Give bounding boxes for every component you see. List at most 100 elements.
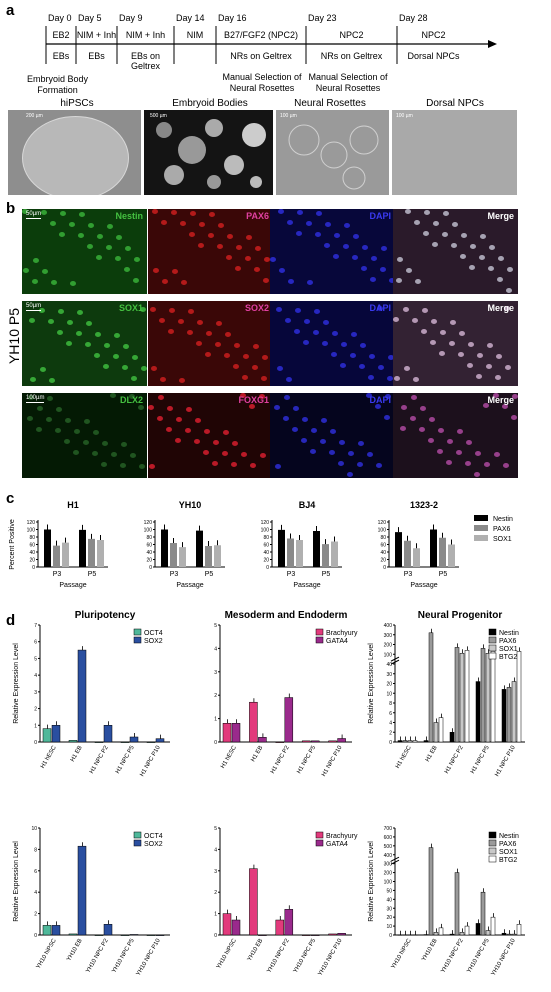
if-tile-sox2: SOX2 [148, 301, 273, 386]
legend-label: SOX1 [493, 536, 512, 543]
legend-swatch [133, 628, 142, 636]
x-tick-label: H1 hESC [395, 744, 413, 769]
bar-gata4 [231, 919, 241, 936]
x-tick-label: P3 [404, 571, 413, 578]
x-axis-label: Passage [59, 582, 86, 589]
timeline-medium: NIM [186, 30, 204, 40]
scale-bar-label: 100 µm [280, 113, 297, 119]
bar-sox1 [485, 930, 491, 936]
if-tile-dapi: DAPI [270, 301, 395, 386]
x-tick-label: P3 [53, 571, 62, 578]
bar-pax6 [287, 538, 294, 567]
y-tick-label: 4 [389, 721, 392, 727]
x-tick-label: YH10 hiPSC [216, 937, 238, 970]
y-tick-label: 300 [384, 633, 393, 639]
bar-oct4 [68, 933, 78, 936]
bar-gata4 [231, 723, 241, 743]
timeline-day: Day 0 [48, 13, 72, 23]
y-tick-label: 8 [389, 701, 392, 707]
bar-brachyury [301, 934, 311, 936]
bar-nestin [278, 529, 285, 567]
bar-nestin [44, 529, 51, 567]
channel-label: DAPI [369, 395, 391, 405]
y-tick-label: 500 [384, 844, 393, 850]
timeline-stage: EBs [52, 51, 70, 61]
legend-label: Nestin [493, 516, 513, 523]
bar-gata4 [310, 740, 320, 743]
scale-bar-label: 200 µm [26, 113, 43, 119]
channel-label: Merge [487, 211, 514, 221]
bar-pax6 [170, 543, 177, 567]
x-tick-label: YH10 hiPSC [391, 937, 413, 970]
bar-sox2 [51, 725, 61, 743]
y-tick-label: 40 [29, 550, 35, 556]
y-tick-label: 120 [378, 520, 387, 526]
channel-label: SOX2 [244, 303, 269, 313]
bar-oct4 [94, 934, 104, 936]
x-tick-label: H1 NPC P5 [115, 744, 136, 774]
bar-pax6 [428, 632, 434, 743]
panel-d-charts: Pluripotency 0 1 2 3 4 5 6 7 Relative Expression … [13, 610, 525, 977]
y-tick-label: 6 [389, 711, 392, 717]
photo-title-hipscs: hiPSCs [60, 98, 94, 109]
bar-pax6 [402, 740, 408, 743]
y-tick-label: 60 [380, 543, 386, 549]
y-tick-label: 100 [384, 880, 393, 886]
legend-swatch [488, 831, 497, 839]
timeline-day: Day 28 [399, 13, 428, 23]
y-tick-label: 3 [214, 670, 217, 676]
bar-sox1 [407, 740, 413, 743]
channel-label: Nestin [115, 211, 143, 221]
bar-gata4 [337, 738, 346, 743]
y-tick-label: 120 [261, 520, 270, 526]
y-tick-label: 80 [263, 535, 269, 541]
bar-sox2 [129, 934, 139, 936]
legend-label: OCT4 [144, 630, 163, 637]
y-tick-label: 5 [34, 656, 37, 662]
scale-bar-label: 500 µm [150, 113, 167, 119]
bar-sox2 [51, 925, 61, 936]
bar-nestin [395, 532, 402, 567]
bar-nestin [449, 933, 455, 936]
legend-swatch [488, 652, 497, 660]
timeline [45, 26, 497, 64]
bar-nestin [313, 531, 320, 567]
y-tick-label: 2 [214, 693, 217, 699]
bar-sox1 [179, 547, 186, 567]
x-tick-label: H1 hESC [220, 744, 238, 769]
chart-title: H1 [67, 500, 79, 510]
x-tick-label: H1 NPC P5 [296, 744, 317, 774]
bar-sox1 [296, 540, 303, 567]
legend-swatch [315, 839, 324, 847]
bar-pax6 [480, 891, 486, 936]
bar-gata4 [258, 737, 267, 743]
bar-pax6 [454, 647, 460, 743]
timeline-medium: EB2 [52, 30, 70, 40]
legend-label: GATA4 [326, 841, 348, 848]
x-tick-label: H1 EB [250, 745, 264, 763]
bar-sox1 [413, 548, 420, 567]
y-tick-label: 10 [386, 691, 392, 697]
bar-btg2 [490, 651, 496, 743]
y-tick-label: 6 [34, 640, 37, 646]
x-tick-label: P5 [205, 571, 214, 578]
x-tick-label: YH10 NPC P5 [293, 937, 318, 974]
y-tick-label: 10 [386, 924, 392, 930]
axis-break [390, 659, 400, 665]
bar-sox1 [448, 544, 455, 567]
bar-nestin [397, 740, 403, 743]
timeline-medium: NIM + Inh [76, 30, 117, 40]
x-tick-label: P3 [287, 571, 296, 578]
y-tick-label: 100 [261, 528, 270, 534]
legend-label: PAX6 [499, 638, 516, 645]
y-tick-label: 4 [34, 673, 37, 679]
x-tick-label: YH10 NPC P10 [136, 937, 162, 977]
bar-nestin [423, 934, 429, 936]
panel-b-label: b [6, 200, 16, 217]
y-tick-label: 0 [34, 740, 37, 746]
y-tick-label: 40 [146, 550, 152, 556]
bar-nestin [475, 923, 481, 936]
y-tick-label: 0 [383, 565, 386, 571]
y-tick-label: 700 [384, 826, 393, 832]
